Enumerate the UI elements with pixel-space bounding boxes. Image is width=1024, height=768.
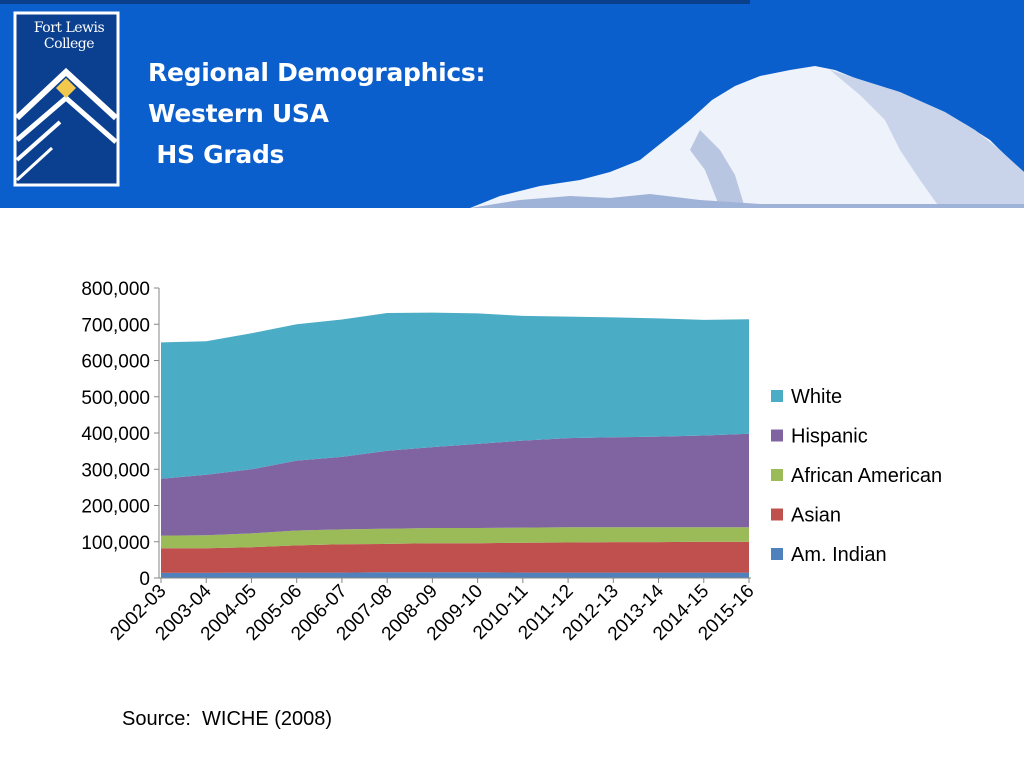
title-line-2: Western USA — [148, 99, 329, 128]
header-banner: Fort Lewis College Regional Demographics… — [0, 0, 1024, 208]
legend-swatch — [771, 508, 783, 521]
legend-label: Am. Indian — [791, 544, 887, 566]
legend-label: White — [791, 386, 842, 408]
mountain-ridge — [690, 130, 745, 208]
legend-swatch — [771, 390, 783, 402]
y-tick-label: 400,000 — [81, 424, 150, 445]
legend-swatch — [771, 469, 783, 481]
source-note: Source: WICHE (2008) — [122, 708, 333, 730]
y-tick-label: 100,000 — [81, 533, 150, 554]
y-tick-label: 300,000 — [81, 460, 150, 481]
legend-label: Hispanic — [791, 426, 868, 448]
chart-legend: White Hispanic African American Asian Am. In… — [771, 386, 942, 566]
area-am-indian — [161, 572, 749, 578]
y-tick-label: 0 — [139, 569, 150, 590]
y-tick-label: 600,000 — [81, 352, 150, 373]
y-tick-label: 500,000 — [81, 388, 150, 409]
legend-label: Asian — [791, 505, 841, 527]
logo-line-1: Fort Lewis — [33, 20, 105, 36]
banner-graphic — [0, 0, 1024, 208]
area-white — [161, 312, 749, 479]
college-logo-text: Fort Lewis College — [24, 20, 114, 52]
legend-swatch — [771, 429, 783, 442]
legend-label: African American — [791, 465, 942, 487]
banner-top-line — [0, 0, 750, 4]
area-asian — [161, 541, 749, 573]
stacked-area-chart: 0 100,000 200,000 300,000 400,000 500,000 600,… — [81, 279, 942, 645]
y-tick-label: 700,000 — [81, 315, 150, 336]
legend-swatch — [771, 548, 783, 560]
mountain-shadow — [830, 70, 1024, 208]
y-tick-label: 200,000 — [81, 497, 150, 518]
mountain-base — [470, 194, 1024, 208]
x-axis-ticks: 2002-032003-042004-052005-062006-072007-… — [106, 578, 759, 645]
y-axis-ticks: 0 100,000 200,000 300,000 400,000 500,000 600,… — [81, 279, 159, 590]
logo-line-2: College — [43, 36, 95, 52]
title-line-1: Regional Demographics: — [148, 58, 486, 87]
college-logo — [13, 11, 120, 187]
y-tick-label: 800,000 — [81, 279, 150, 300]
title-line-3: HS Grads — [148, 140, 285, 169]
area-african-american — [161, 527, 749, 549]
chart-areas — [161, 312, 749, 578]
area-hispanic — [161, 433, 749, 536]
slide-title: Regional Demographics: Western USA HS Gr… — [148, 52, 485, 175]
